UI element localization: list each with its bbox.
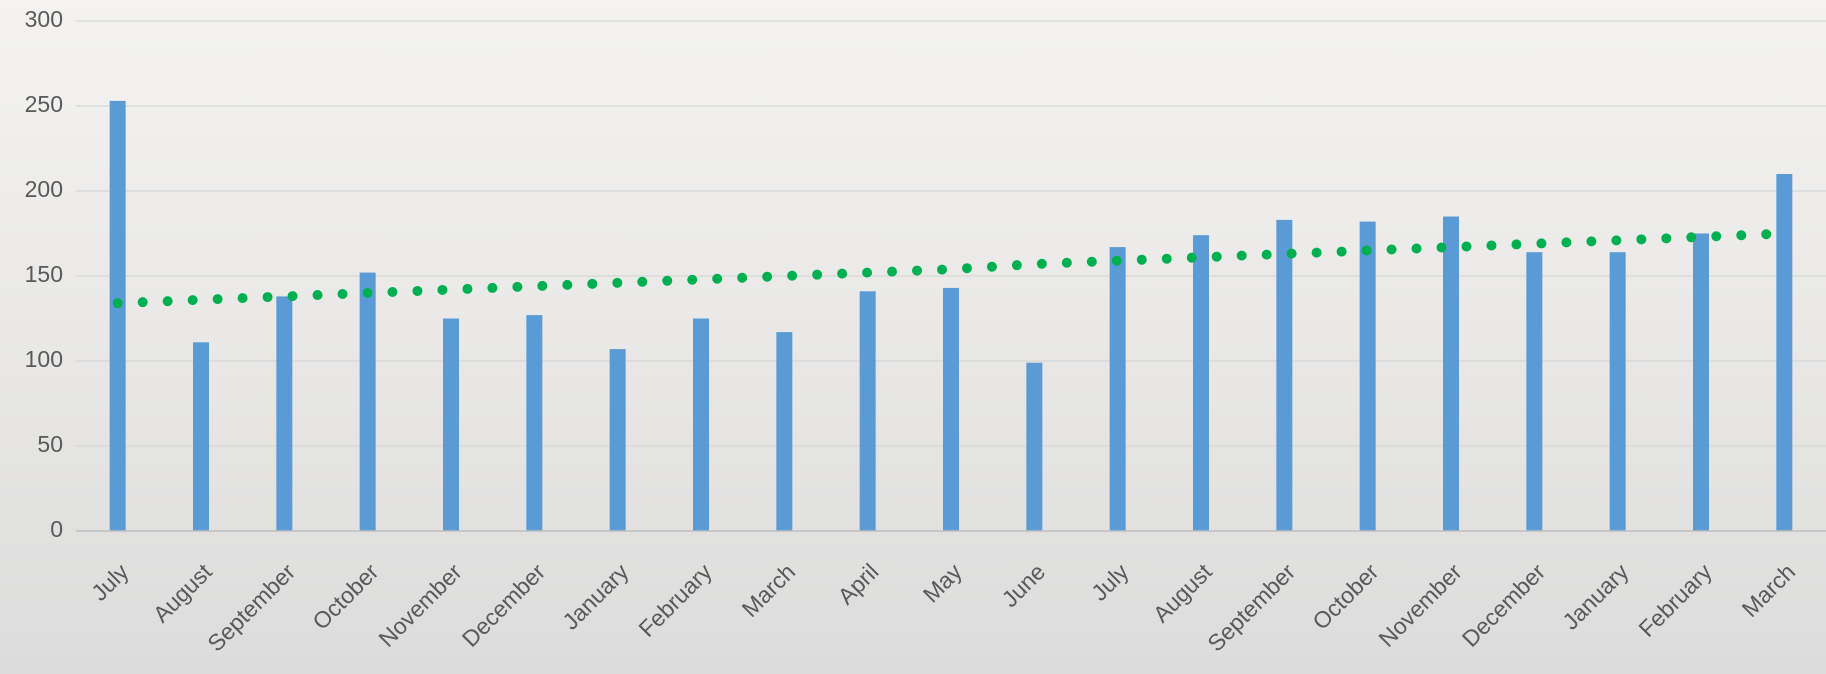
y-tick-label: 150 — [25, 261, 63, 287]
y-tick-label: 0 — [50, 516, 63, 542]
bar — [1359, 221, 1376, 531]
bar — [1776, 174, 1793, 531]
bar — [359, 272, 376, 531]
bar — [1276, 219, 1293, 531]
bar — [276, 296, 293, 531]
trend-line — [112, 228, 1790, 309]
bar — [1109, 247, 1126, 531]
bar — [443, 318, 459, 531]
y-tick-label: 250 — [25, 91, 63, 117]
y-tick-label: 50 — [37, 431, 63, 457]
bar — [109, 100, 126, 532]
bar — [859, 291, 876, 531]
bar — [1443, 216, 1459, 531]
y-tick-label: 200 — [25, 176, 63, 202]
bar — [693, 318, 709, 531]
bar — [1026, 362, 1043, 531]
bar — [1693, 233, 1709, 531]
y-tick-label: 300 — [25, 6, 63, 32]
bar — [609, 349, 626, 531]
bar — [193, 342, 209, 531]
bar — [1526, 252, 1543, 531]
y-tick-label: 100 — [25, 346, 63, 372]
bar — [526, 315, 543, 531]
bar — [943, 287, 959, 531]
bar — [1609, 252, 1626, 531]
bar — [1193, 235, 1209, 531]
bar — [776, 332, 793, 531]
